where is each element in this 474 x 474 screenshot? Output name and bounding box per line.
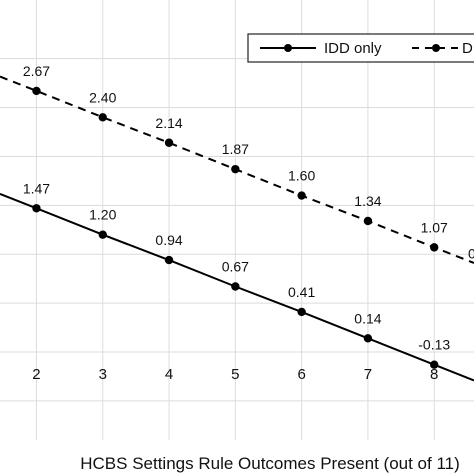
x-tick-label-4: 6 [297, 366, 305, 383]
series-group [0, 75, 474, 382]
data-label-s1-6: 1.07 [421, 219, 448, 235]
legend-label-idd: IDD only [324, 40, 382, 57]
x-axis-title: HCBS Settings Rule Outcomes Present (out… [80, 454, 460, 473]
x-tick-label-3: 5 [231, 366, 239, 383]
data-label-s0-4: 0.41 [288, 284, 315, 300]
data-point-s0-5 [363, 334, 373, 343]
data-label-s0-3: 0.67 [222, 258, 249, 274]
x-tick-label-0: 2 [32, 366, 40, 383]
data-label-s0-5: 0.14 [354, 310, 381, 326]
x-tick-label-5: 7 [364, 366, 372, 383]
data-point-s1-4 [297, 191, 306, 200]
data-point-s1-0 [32, 86, 41, 96]
x-tick-label-1: 3 [99, 366, 107, 383]
data-label-s0-2: 0.94 [155, 232, 182, 248]
legend-marker-d [432, 44, 440, 52]
data-point-s0-1 [98, 230, 107, 239]
data-point-s0-3 [231, 282, 240, 291]
legend: IDD only D [247, 33, 474, 63]
data-point-s1-3 [231, 164, 240, 174]
x-tick-label-2: 4 [165, 366, 173, 383]
data-labels: 1.47 1.20 0.94 0.67 0.41 0.14 -0.13 2.67 2.40 2.1… [23, 63, 474, 353]
data-label-s0-6: -0.13 [418, 337, 450, 353]
x-tick-labels: 2 3 4 5 6 7 8 [32, 366, 438, 383]
data-label-s1-0: 2.67 [23, 63, 50, 79]
data-label-partial: 0 [468, 245, 474, 261]
data-label-s1-1: 2.40 [89, 89, 116, 105]
data-point-s1-2 [164, 138, 174, 147]
x-tick-label-6: 8 [430, 366, 438, 383]
data-point-s1-6 [430, 243, 439, 252]
legend-marker-idd [284, 44, 292, 52]
data-label-s0-0: 1.47 [23, 180, 50, 196]
data-point-s1-5 [363, 216, 373, 226]
data-point-s0-0 [32, 204, 41, 213]
legend-label-d: D [462, 40, 473, 57]
data-point-s1-1 [98, 113, 107, 122]
data-point-s0-6 [430, 360, 439, 369]
data-label-s1-3: 1.87 [222, 141, 249, 157]
data-point-s0-4 [297, 307, 306, 317]
data-label-s1-4: 1.60 [288, 168, 315, 184]
data-label-s1-5: 1.34 [354, 193, 381, 209]
data-label-s0-1: 1.20 [89, 207, 116, 223]
data-point-s0-2 [164, 255, 174, 265]
data-label-s1-2: 2.14 [155, 115, 182, 131]
